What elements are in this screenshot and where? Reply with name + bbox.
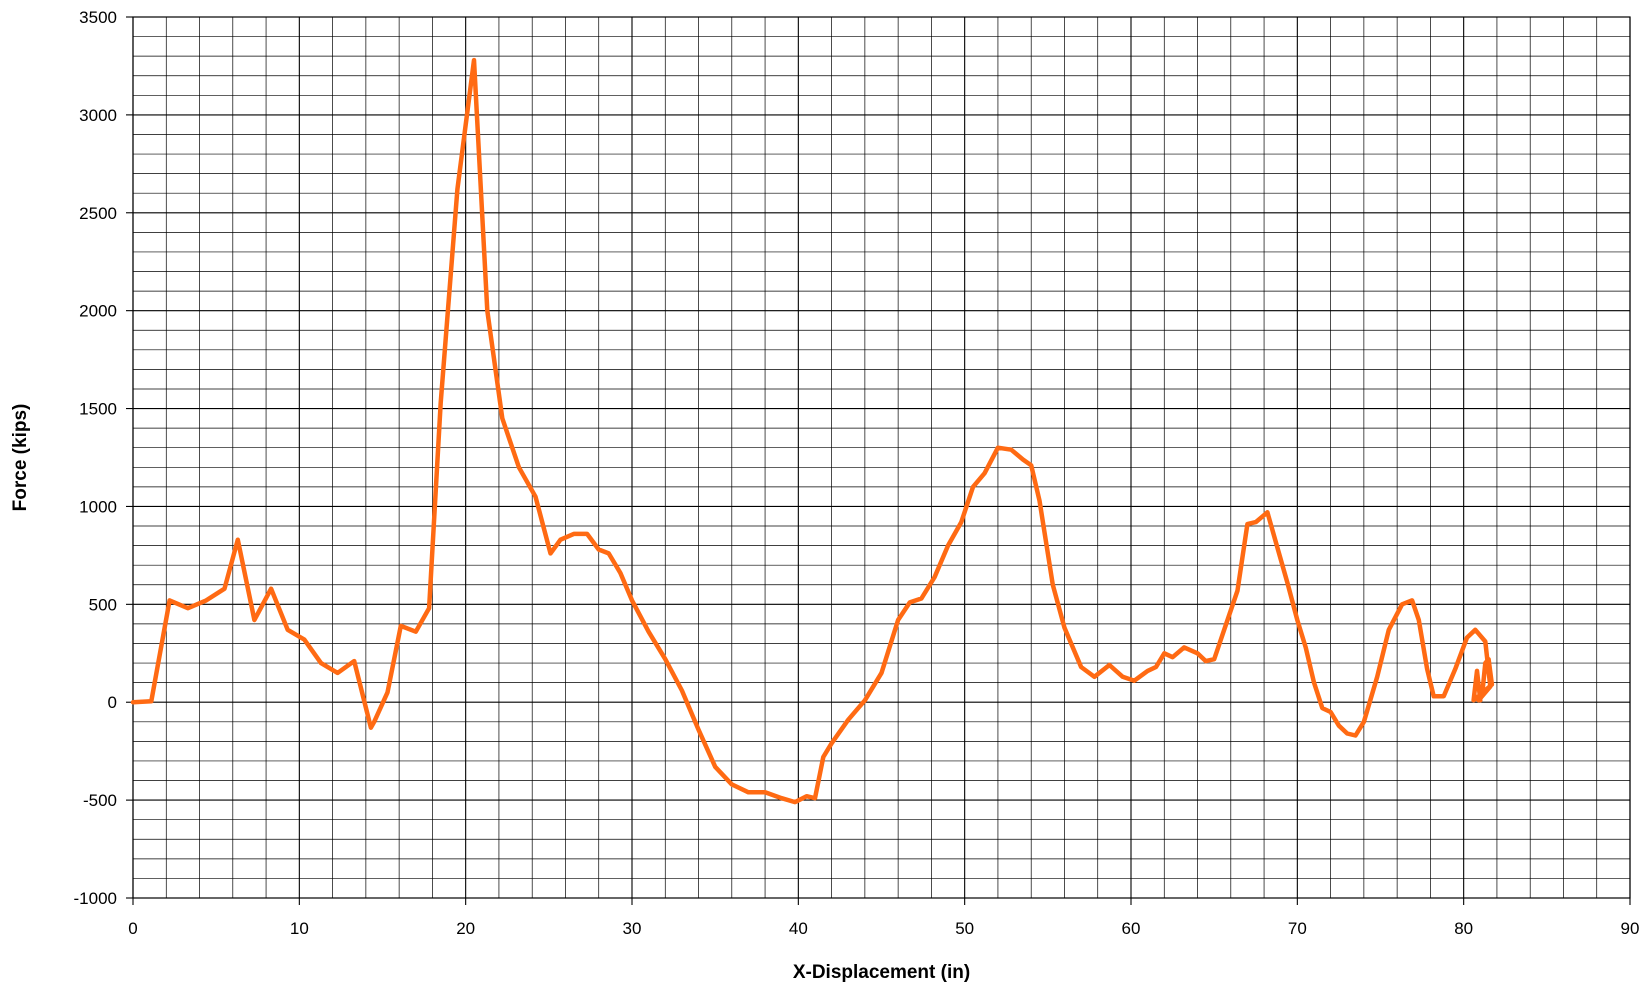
grid xyxy=(132,16,1631,899)
x-tick-label: 20 xyxy=(456,919,475,938)
x-tick-label: 50 xyxy=(955,919,974,938)
y-tick-label: 0 xyxy=(108,693,117,712)
x-axis-title: X-Displacement (in) xyxy=(793,962,970,983)
y-tick-label: 3500 xyxy=(79,8,117,27)
y-tick-label: -1000 xyxy=(74,889,117,908)
y-tick-label: -500 xyxy=(83,791,117,810)
y-tick-label: 3000 xyxy=(79,106,117,125)
x-tick-label: 30 xyxy=(623,919,642,938)
y-axis-ticks: -1000 -500 0 500 1000 1500 2000 2500 3000 3500 xyxy=(74,8,133,908)
x-tick-label: 80 xyxy=(1454,919,1473,938)
series-line xyxy=(130,57,1495,805)
x-axis-ticks: 0 10 20 30 40 50 60 70 80 90 xyxy=(128,898,1639,938)
x-tick-label: 70 xyxy=(1288,919,1307,938)
y-tick-label: 1000 xyxy=(79,497,117,516)
x-tick-label: 0 xyxy=(128,919,137,938)
y-axis-title: Force (kips) xyxy=(10,404,31,512)
y-tick-label: 2000 xyxy=(79,302,117,321)
y-tick-label: 1500 xyxy=(79,400,117,419)
x-tick-label: 10 xyxy=(290,919,309,938)
y-tick-label: 2500 xyxy=(79,204,117,223)
y-tick-label: 500 xyxy=(89,595,117,614)
x-tick-label: 60 xyxy=(1122,919,1141,938)
x-tick-label: 40 xyxy=(789,919,808,938)
plot-frame xyxy=(132,16,1631,899)
x-tick-label: 90 xyxy=(1621,919,1640,938)
